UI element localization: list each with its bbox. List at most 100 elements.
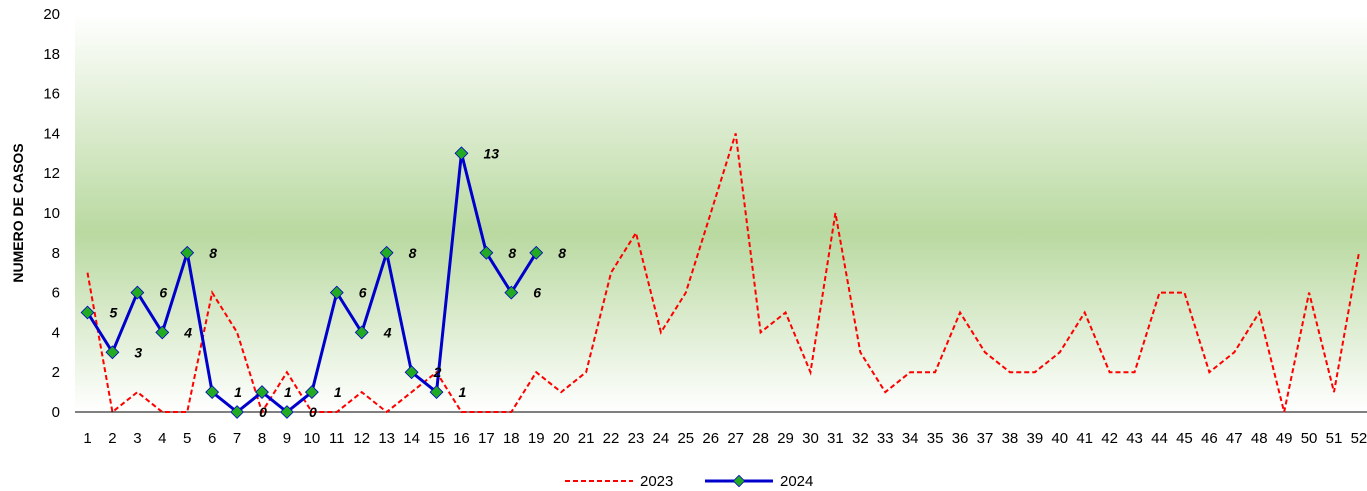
x-tick-label: 46 xyxy=(1201,430,1218,447)
x-tick-label: 6 xyxy=(208,430,216,447)
series-2024-data-label: 2 xyxy=(433,364,442,380)
series-2024-marker xyxy=(504,285,519,300)
x-tick-label: 35 xyxy=(927,430,944,447)
x-tick-label: 38 xyxy=(1002,430,1019,447)
series-2024-data-label: 8 xyxy=(409,245,417,261)
x-tick-label: 32 xyxy=(852,430,869,447)
x-axis-ticks: 1 2 3 4 5 6 7 8 9 10 11 12 13 14 15 16 17 18 19 20 21 22 23 24 2… xyxy=(83,430,1367,447)
x-tick-label: 14 xyxy=(403,430,420,447)
x-tick-label: 24 xyxy=(653,430,670,447)
series-2024-data-label: 1 xyxy=(334,384,342,400)
x-tick-label: 13 xyxy=(378,430,395,447)
x-tick-label: 8 xyxy=(258,430,266,447)
series-2024-marker xyxy=(479,245,494,260)
y-tick-label: 18 xyxy=(43,46,60,63)
series-2024-data-label: 1 xyxy=(234,384,242,400)
x-tick-label: 36 xyxy=(952,430,969,447)
series-2024-marker xyxy=(255,385,269,400)
x-tick-label: 3 xyxy=(133,430,141,447)
y-tick-label: 20 xyxy=(43,6,60,23)
series-2024-marker xyxy=(454,146,469,161)
y-axis-ticks: 0 2 4 6 8 10 12 14 16 18 20 xyxy=(43,6,60,421)
series-2024-data-label: 1 xyxy=(459,384,467,400)
series-2024-marker xyxy=(429,385,444,400)
series-2024-marker xyxy=(404,365,419,380)
y-tick-label: 16 xyxy=(43,86,60,103)
x-tick-label: 49 xyxy=(1276,430,1293,447)
series-2024-data-label: 6 xyxy=(359,285,367,301)
series-2024-marker xyxy=(230,405,245,419)
x-tick-label: 23 xyxy=(628,430,645,447)
x-tick-label: 31 xyxy=(827,430,844,447)
y-tick-label: 14 xyxy=(43,125,60,142)
x-tick-label: 29 xyxy=(777,430,794,447)
series-2024-marker xyxy=(304,385,319,400)
series-2024-data-label: 1 xyxy=(284,384,292,400)
x-tick-label: 42 xyxy=(1101,430,1118,447)
y-tick-label: 10 xyxy=(43,205,60,222)
x-tick-label: 45 xyxy=(1176,430,1193,447)
series-2024-data-label: 13 xyxy=(483,145,499,161)
series-2024-data-label: 8 xyxy=(209,245,217,261)
y-tick-label: 12 xyxy=(43,165,60,182)
series-2024-marker xyxy=(329,285,344,300)
series-2024-data-label: 6 xyxy=(159,285,167,301)
plot-area xyxy=(75,14,1367,412)
x-tick-label: 51 xyxy=(1326,430,1343,447)
x-tick-label: 52 xyxy=(1351,430,1367,447)
legend: 2023 2024 xyxy=(565,473,813,490)
x-tick-label: 11 xyxy=(329,430,345,447)
x-tick-label: 40 xyxy=(1051,430,1068,447)
series-2024-marker xyxy=(529,245,544,260)
series-2024-marker xyxy=(180,245,195,260)
x-tick-label: 37 xyxy=(977,430,994,447)
x-tick-label: 20 xyxy=(553,430,570,447)
x-tick-label: 9 xyxy=(283,430,291,447)
x-tick-label: 50 xyxy=(1301,430,1318,447)
series-2024-marker xyxy=(80,305,95,320)
series-2024-marker xyxy=(155,325,170,340)
x-tick-label: 41 xyxy=(1076,430,1093,447)
y-tick-label: 0 xyxy=(52,404,60,421)
series-2024-data-label: 8 xyxy=(558,245,566,261)
x-tick-label: 43 xyxy=(1126,430,1143,447)
series-2024-marker xyxy=(280,405,294,419)
series-2024-data-label: 3 xyxy=(134,344,142,360)
series-2024-data-label: 0 xyxy=(259,404,267,420)
series-2024-data-label: 6 xyxy=(533,285,541,301)
y-tick-label: 4 xyxy=(52,324,60,341)
x-tick-label: 25 xyxy=(677,430,694,447)
series-layer: 5 3 6 4 8 1 0 1 0 1 6 4 8 2 1 13 8 6 8 xyxy=(80,133,1360,420)
x-tick-label: 16 xyxy=(453,430,470,447)
x-tick-label: 21 xyxy=(578,430,595,447)
x-tick-label: 2 xyxy=(108,430,116,447)
x-tick-label: 12 xyxy=(353,430,370,447)
x-tick-label: 17 xyxy=(478,430,495,447)
x-tick-label: 4 xyxy=(158,430,166,447)
y-tick-label: 2 xyxy=(52,364,60,381)
x-tick-label: 22 xyxy=(603,430,620,447)
series-2024-marker xyxy=(105,345,120,360)
x-tick-label: 27 xyxy=(727,430,744,447)
x-tick-label: 34 xyxy=(902,430,919,447)
series-2024-marker xyxy=(379,245,394,260)
x-tick-label: 47 xyxy=(1226,430,1243,447)
series-2024-marker xyxy=(354,325,369,340)
x-tick-label: 26 xyxy=(702,430,719,447)
x-tick-label: 15 xyxy=(428,430,445,447)
series-2024-data-label: 4 xyxy=(183,324,192,340)
x-tick-label: 18 xyxy=(503,430,520,447)
y-tick-label: 6 xyxy=(52,285,60,302)
x-tick-label: 33 xyxy=(877,430,894,447)
series-2024-data-label: 8 xyxy=(508,245,516,261)
x-tick-label: 10 xyxy=(304,430,321,447)
x-tick-label: 5 xyxy=(183,430,191,447)
series-2024-data-label: 4 xyxy=(383,324,392,340)
x-tick-label: 48 xyxy=(1251,430,1268,447)
y-tick-label: 8 xyxy=(52,245,60,262)
y-axis-label: NUMERO DE CASOS xyxy=(10,143,26,282)
x-tick-label: 19 xyxy=(528,430,545,447)
x-tick-label: 1 xyxy=(83,430,91,447)
series-2024-data-label: 0 xyxy=(309,404,317,420)
